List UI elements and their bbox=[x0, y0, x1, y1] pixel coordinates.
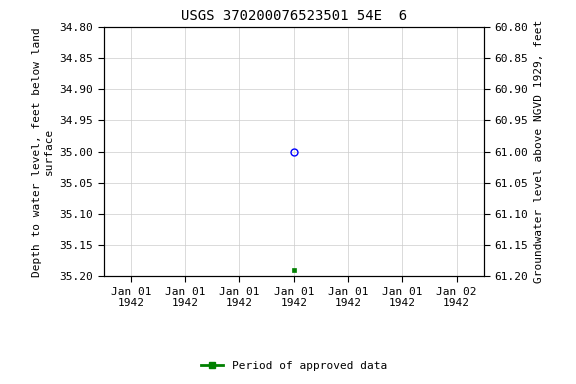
Legend: Period of approved data: Period of approved data bbox=[196, 357, 391, 376]
Y-axis label: Depth to water level, feet below land
surface: Depth to water level, feet below land su… bbox=[32, 27, 54, 276]
Y-axis label: Groundwater level above NGVD 1929, feet: Groundwater level above NGVD 1929, feet bbox=[533, 20, 544, 283]
Title: USGS 370200076523501 54E  6: USGS 370200076523501 54E 6 bbox=[181, 9, 407, 23]
